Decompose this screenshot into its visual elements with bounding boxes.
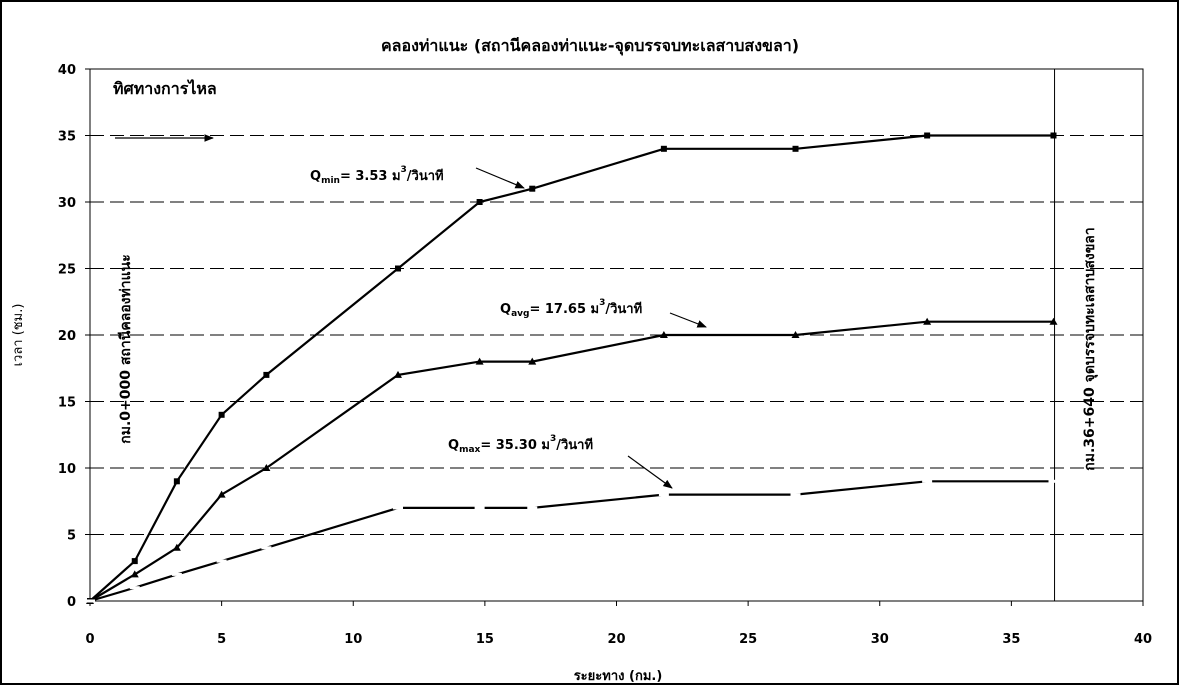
- qmax-label: Qmax= 35.30 ม3/วินาที: [448, 434, 593, 455]
- data-point-q-min: [660, 145, 667, 152]
- data-point-q-min: [792, 145, 799, 152]
- y-tick-label: 15: [58, 396, 76, 411]
- x-tick-label: 15: [476, 632, 494, 647]
- data-point-q-avg: [475, 357, 484, 365]
- data-point-q-avg: [217, 490, 226, 498]
- data-point-q-avg: [528, 357, 537, 365]
- qmax-arrow: [627, 455, 673, 489]
- data-point-q-min: [529, 185, 536, 192]
- qmin-label: Qmin= 3.53 ม3/วินาที: [310, 165, 444, 186]
- data-point-q-min: [476, 199, 483, 205]
- data-point-q-avg: [262, 464, 271, 471]
- data-point-q-min: [395, 265, 402, 272]
- qmin-arrow: [475, 167, 525, 189]
- qavg-label: Qavg= 17.65 ม3/วินาที: [500, 298, 642, 319]
- end-station-label: กม.36+640 จุดบรรจบทะเลสาบสงขลา: [1082, 227, 1098, 470]
- flow-direction-label: ทิศทางการไหล: [113, 79, 217, 98]
- series-line-q-min: [89, 134, 1054, 602]
- y-tick-label: 10: [58, 462, 76, 477]
- data-point-q-avg: [172, 543, 181, 551]
- series-line-q-avg: [89, 320, 1054, 602]
- data-point-q-avg: [1049, 317, 1058, 325]
- y-tick-label: 0: [67, 595, 76, 610]
- data-point-q-min: [924, 132, 931, 139]
- data-point-q-avg: [394, 370, 403, 378]
- axes: [85, 68, 1144, 606]
- data-point-q-min: [173, 478, 180, 485]
- line-chart: คลองท่าแนะ (สถานีคลองท่าแนะ-จุดบรรจบทะเล…: [11, 36, 1152, 684]
- series-line-q-max: [89, 480, 1054, 603]
- x-tick-label: 30: [871, 632, 889, 647]
- data-point-q-min: [263, 371, 270, 378]
- x-tick-label: 40: [1134, 632, 1152, 647]
- y-tick-label: 40: [58, 63, 76, 78]
- data-point-q-avg: [923, 317, 932, 325]
- y-axis-label: เวลา (ชม.): [11, 304, 26, 367]
- y-tick-label: 30: [58, 196, 76, 211]
- y-tick-label: 35: [58, 130, 76, 145]
- data-point-q-min: [1050, 132, 1057, 139]
- x-axis-label: ระยะทาง (กม.): [574, 669, 663, 684]
- y-tick-label: 20: [58, 329, 76, 344]
- y-tick-labels: 0 5 10 15 20 25 30 35 40: [58, 63, 76, 610]
- qavg-arrow: [669, 312, 707, 328]
- x-tick-label: 25: [739, 632, 757, 647]
- y-tick-label: 25: [58, 263, 76, 278]
- series-lines: [85, 132, 1059, 604]
- x-tick-label: 20: [607, 632, 625, 647]
- start-station-label: กม.0+000 สถานีคลองท่าแนะ: [118, 254, 134, 443]
- x-tick-labels: 0 5 10 15 20 25 30 35 40: [85, 632, 1152, 647]
- data-point-q-min: [131, 558, 138, 565]
- data-point-q-avg: [791, 331, 800, 338]
- data-point-q-avg: [659, 331, 668, 338]
- x-tick-label: 35: [1002, 632, 1020, 647]
- x-tick-label: 10: [344, 632, 362, 647]
- grid-lines: [90, 135, 1143, 535]
- data-point-q-avg: [130, 570, 139, 578]
- data-point-q-min: [218, 411, 225, 418]
- x-tick-label: 0: [85, 632, 94, 647]
- chart-title: คลองท่าแนะ (สถานีคลองท่าแนะ-จุดบรรจบทะเล…: [381, 36, 799, 56]
- x-tick-label: 5: [217, 632, 226, 647]
- y-tick-label: 5: [67, 529, 76, 544]
